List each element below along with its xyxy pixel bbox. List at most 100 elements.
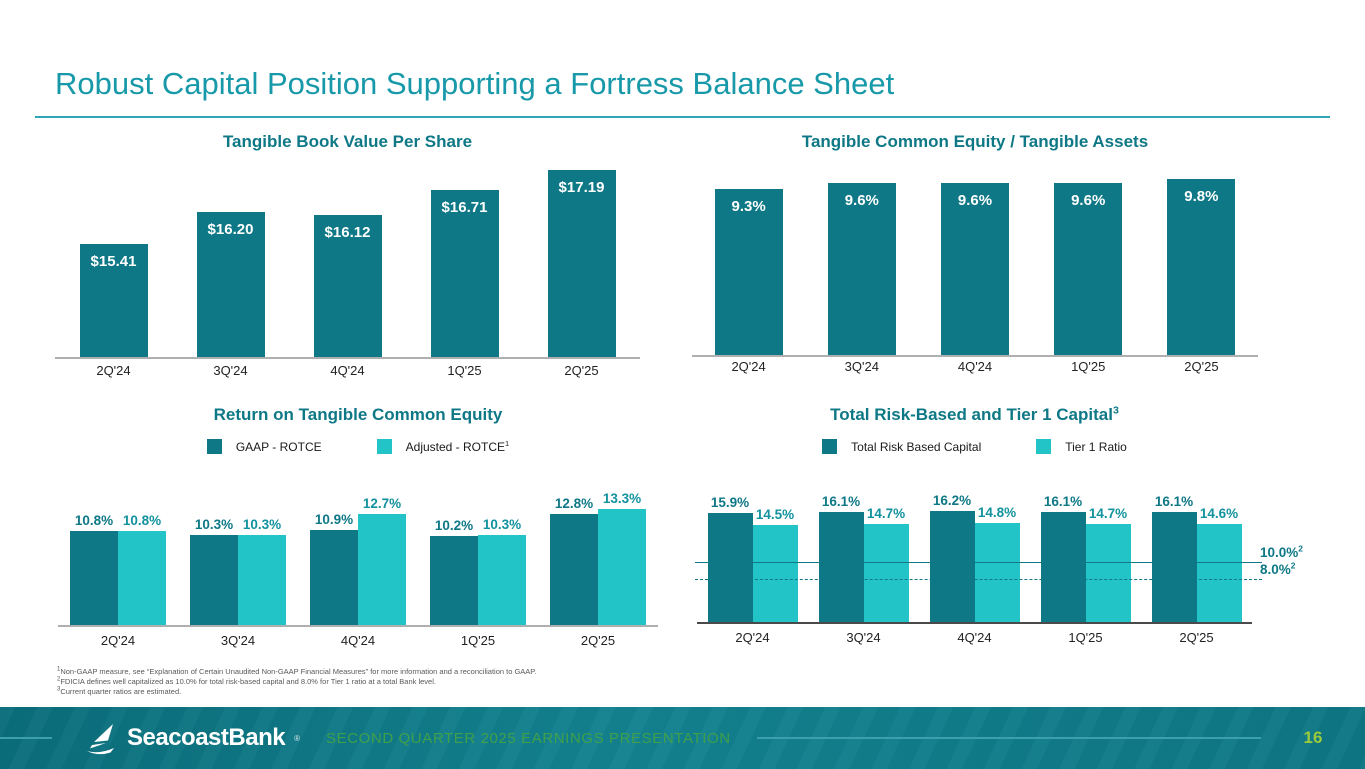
bar-value-label: $16.20 <box>207 221 254 238</box>
bar-value-label: 16.1% <box>1043 494 1083 509</box>
bar-stack: 16.1% <box>818 494 864 622</box>
bar-column: $16.71 <box>406 145 523 357</box>
bar: 9.3% <box>714 189 783 355</box>
category-label: 1Q'25 <box>1071 359 1106 374</box>
bar-column: 9.6% <box>918 168 1031 355</box>
bar-column: 12.8% 13.3% <box>538 464 658 625</box>
category-label: 1Q'25 <box>460 633 496 648</box>
chart-category-axis: 2Q'24 3Q'24 4Q'24 1Q'25 2Q'25 <box>697 630 1252 645</box>
bar-column: $16.12 <box>289 145 406 357</box>
bar <box>929 511 975 622</box>
category-label: 2Q'24 <box>96 363 131 378</box>
bar: $16.71 <box>430 190 499 357</box>
bar <box>863 524 909 622</box>
category-label: 1Q'25 <box>447 363 482 378</box>
bar-stack: 14.7% <box>863 506 909 622</box>
bar: $17.19 <box>547 170 616 357</box>
category-label: 2Q'25 <box>1179 630 1214 645</box>
bar-stack: 13.3% <box>598 491 646 625</box>
bar-column: $16.20 <box>172 145 289 357</box>
category-label: 2Q'24 <box>100 633 136 648</box>
bar-value-label: $16.12 <box>324 224 371 241</box>
bar-group: 16.2% 14.8% <box>929 493 1020 622</box>
bar-stack: 10.3% <box>238 517 286 625</box>
category-label: 4Q'24 <box>330 363 365 378</box>
legend-label: Tier 1 Ratio <box>1065 439 1127 454</box>
bar-group: 10.9% 12.7% <box>310 496 406 625</box>
bar-value-label: 9.6% <box>1071 192 1106 209</box>
category-label: 2Q'25 <box>1184 359 1219 374</box>
bar <box>818 512 864 622</box>
bar-column: 9.3% <box>692 168 805 355</box>
category-label: 3Q'24 <box>846 630 881 645</box>
bar <box>238 535 286 625</box>
bar-stack: 14.8% <box>974 505 1020 622</box>
bar-stack: 14.7% <box>1085 506 1131 622</box>
bar-stack: 14.6% <box>1196 506 1242 622</box>
registered-mark-icon: ® <box>294 733 300 743</box>
bar-column: 10.9% 12.7% <box>298 464 418 625</box>
presentation-title: SECOND QUARTER 2025 EARNINGS PRESENTATIO… <box>326 729 731 747</box>
page-number: 16 <box>1303 728 1323 747</box>
chart-return-on-tangible-common-equity: Return on Tangible Common Equity GAAP - … <box>58 403 658 653</box>
footnote: 3Current quarter ratios are estimated. <box>57 686 182 697</box>
bar-value-label: 14.6% <box>1199 506 1239 521</box>
bar-column: $15.41 <box>55 145 172 357</box>
bar-stack: 10.8% <box>70 513 118 625</box>
bar-column: $17.19 <box>523 145 640 357</box>
reference-line-dashed <box>695 579 1262 580</box>
bar-column: 16.2% 14.8% <box>919 476 1030 622</box>
chart-legend: GAAP - ROTCE Adjusted - ROTCE1 <box>58 439 658 454</box>
bar <box>707 513 753 622</box>
bar <box>118 531 166 625</box>
page-title: Robust Capital Position Supporting a For… <box>55 66 895 101</box>
bar-stack: 10.9% <box>310 512 358 625</box>
bar-value-label: 10.3% <box>242 517 282 532</box>
bar <box>1040 512 1086 622</box>
chart-plot-area: 9.3% 9.6% 9.6% 9.6% 9.8% <box>692 168 1258 357</box>
seacoast-bank-logo: SeacoastBank ® <box>84 721 300 755</box>
legend-label: Total Risk Based Capital <box>851 439 982 454</box>
footnote: 1Non-GAAP measure, see “Explanation of C… <box>57 666 537 677</box>
chart-title: Tangible Common Equity / Tangible Assets <box>801 132 1149 151</box>
legend-item-total-risk-based-capital: Total Risk Based Capital <box>822 439 981 454</box>
bar-group: 10.2% 10.3% <box>430 517 526 625</box>
bar <box>430 536 478 625</box>
footer-divider-left <box>0 737 52 739</box>
bar: 9.6% <box>1054 183 1123 355</box>
bar: 9.8% <box>1167 179 1236 355</box>
chart-plot-area: 10.8% 10.8% 10.3% 10.3% 10.9% 12.7% 10.2% 10.3%… <box>58 464 658 627</box>
bar-value-label: 10.8% <box>122 513 162 528</box>
bar-value-label: 12.8% <box>554 496 594 511</box>
bar-value-label: 9.8% <box>1184 188 1219 205</box>
bar-stack: 16.1% <box>1040 494 1086 622</box>
bar-value-label: 14.8% <box>977 505 1017 520</box>
bar-column: 9.8% <box>1145 168 1258 355</box>
bar-column: 9.6% <box>1032 168 1145 355</box>
bar <box>598 509 646 625</box>
legend-swatch-dark-icon <box>822 439 838 454</box>
legend-swatch-light-icon <box>1036 439 1052 454</box>
bar-group: 10.8% 10.8% <box>70 513 166 625</box>
bar-value-label: 16.1% <box>821 494 861 509</box>
bar-value-label: 10.3% <box>194 517 234 532</box>
bar: 9.6% <box>827 183 896 355</box>
bar-stack: 12.7% <box>358 496 406 625</box>
bar <box>974 523 1020 622</box>
category-label: 4Q'24 <box>340 633 376 648</box>
category-label: 3Q'24 <box>213 363 248 378</box>
bar-value-label: 9.3% <box>731 198 766 215</box>
bar-stack: 12.8% <box>550 496 598 625</box>
bar-column: 15.9% 14.5% <box>697 476 808 622</box>
bar-value-label: 10.2% <box>434 518 474 533</box>
category-label: 3Q'24 <box>844 359 879 374</box>
chart-category-axis: 2Q'24 3Q'24 4Q'24 1Q'25 2Q'25 <box>55 363 640 378</box>
bar-group: 12.8% 13.3% <box>550 491 646 625</box>
bar-stack: 10.3% <box>478 517 526 625</box>
chart-title: Return on Tangible Common Equity <box>213 405 503 424</box>
chart-category-axis: 2Q'24 3Q'24 4Q'24 1Q'25 2Q'25 <box>692 359 1258 374</box>
bar-group: 15.9% 14.5% <box>707 495 798 622</box>
chart-tangible-book-value-per-share: Tangible Book Value Per Share $15.41 $16.… <box>55 130 640 395</box>
bar-stack: 14.5% <box>752 507 798 622</box>
